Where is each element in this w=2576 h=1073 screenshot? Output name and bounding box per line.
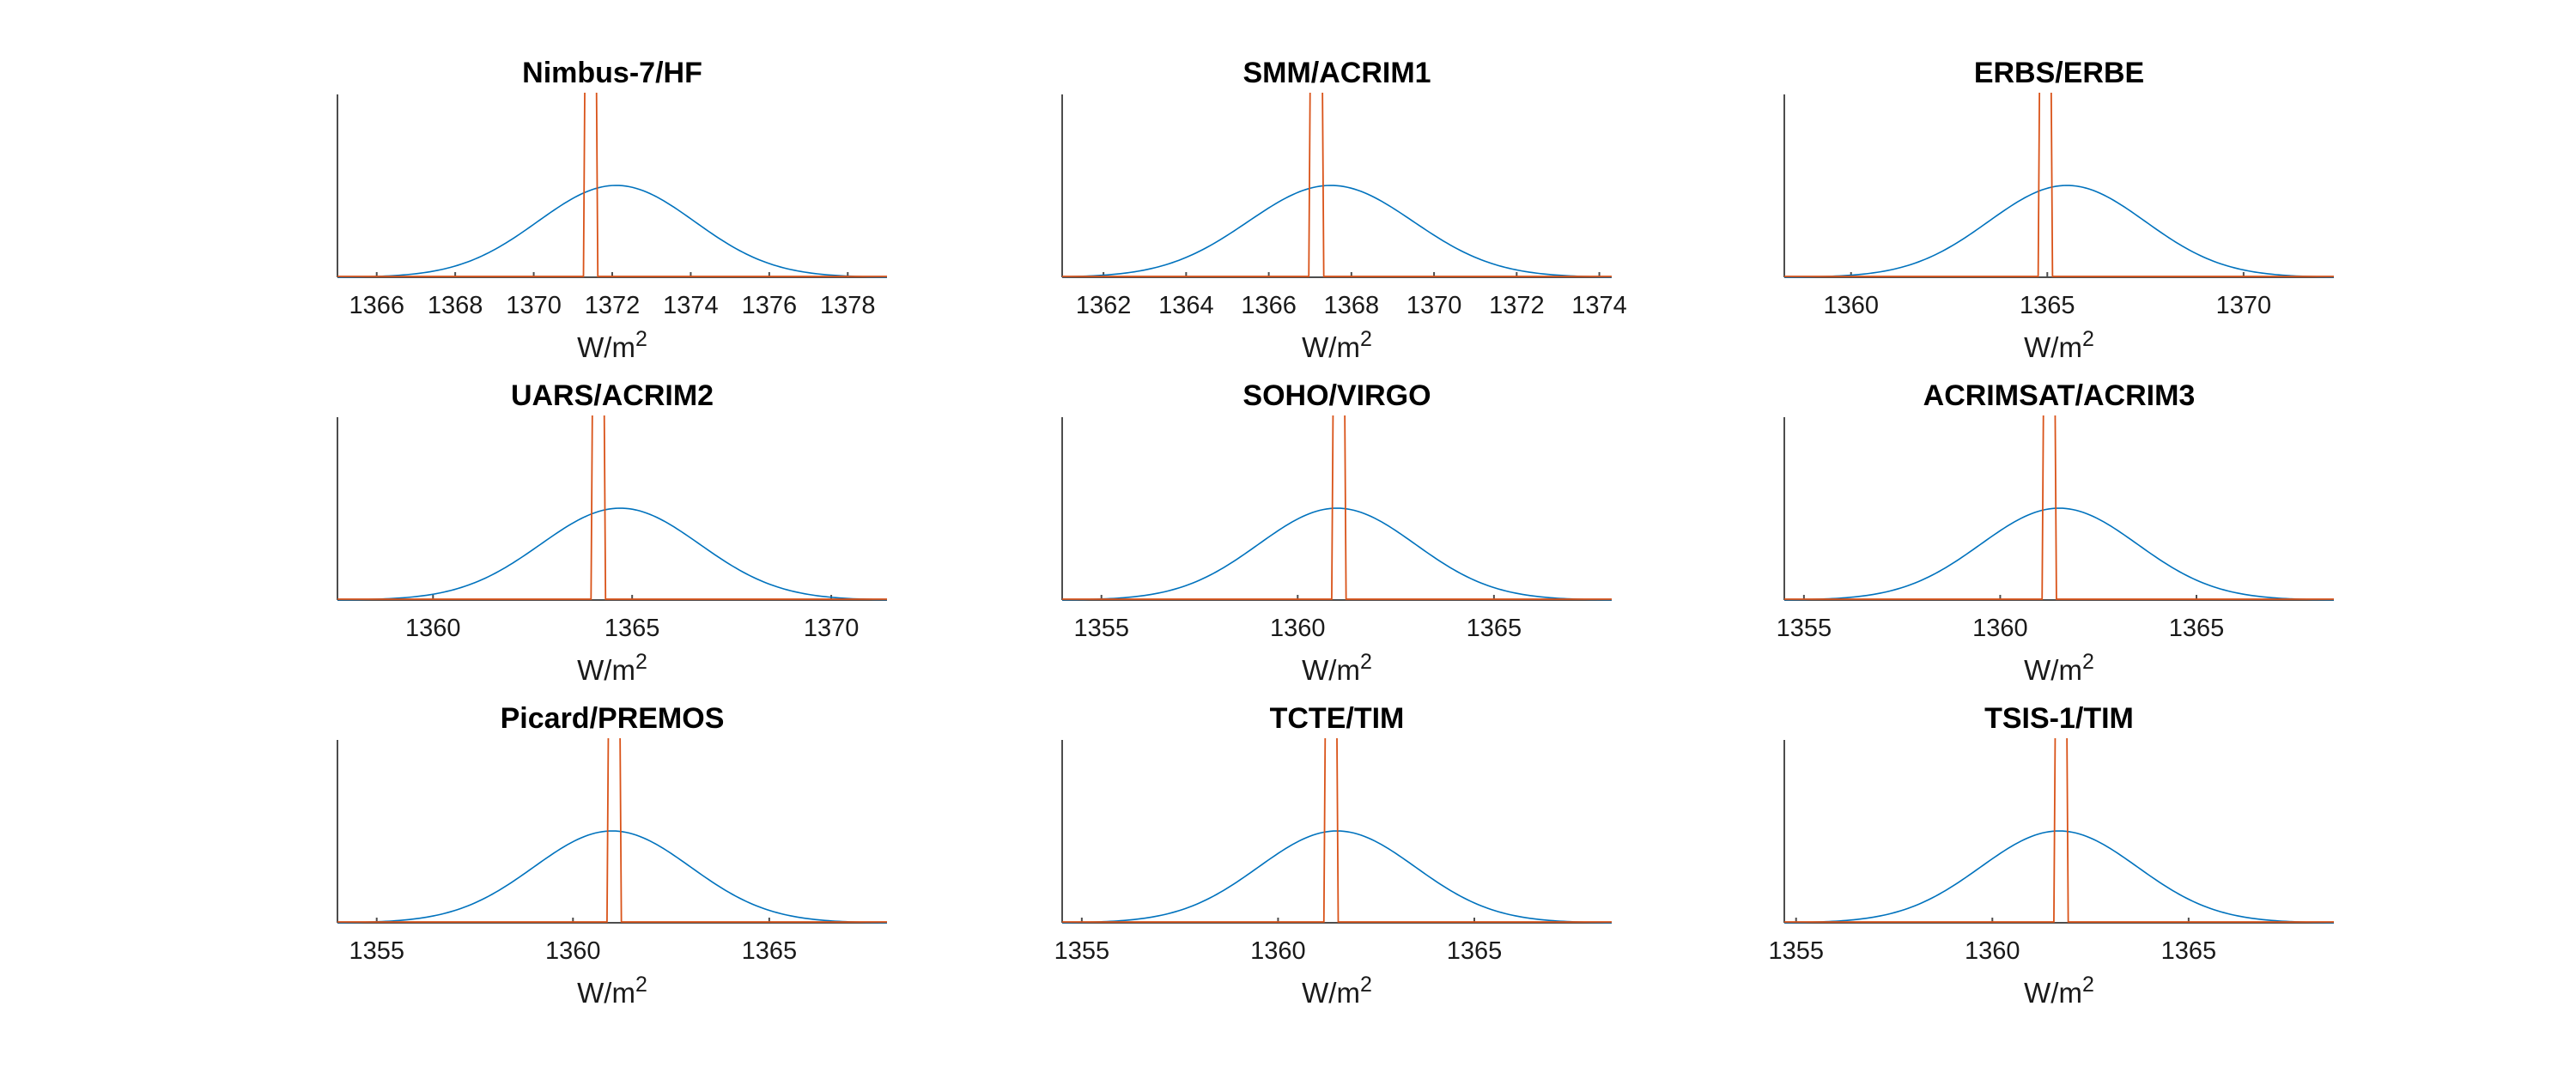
prior-distribution-curve bbox=[1783, 830, 2335, 924]
x-axis-label-base: W/m bbox=[577, 654, 635, 686]
x-tick-label: 1366 bbox=[1241, 292, 1297, 319]
x-tick-label: 1372 bbox=[585, 292, 641, 319]
x-tick-label: 1360 bbox=[405, 615, 461, 642]
x-axis-label: W/m2 bbox=[577, 327, 647, 363]
posterior-distribution-curve bbox=[1062, 415, 1612, 600]
x-axis-label-exponent: 2 bbox=[635, 973, 647, 997]
x-axis-label: W/m2 bbox=[1302, 650, 1372, 686]
x-tick-label: 1362 bbox=[1076, 292, 1132, 319]
prior-distribution-curve bbox=[337, 185, 888, 278]
x-tick-label: 1365 bbox=[2020, 292, 2075, 319]
x-axis-label: W/m2 bbox=[2024, 327, 2094, 363]
panel-soho-virgo: SOHO/VIRGO 1355 1360 1365 W/m2 bbox=[1061, 379, 1613, 686]
panel-title: Nimbus-7/HF bbox=[522, 57, 702, 89]
x-axis-label-base: W/m bbox=[577, 977, 635, 1009]
posterior-distribution-curve bbox=[337, 415, 887, 600]
posterior-distribution-curve bbox=[337, 92, 887, 277]
x-axis-label: W/m2 bbox=[1302, 327, 1372, 363]
posterior-distribution-curve bbox=[337, 737, 887, 923]
x-tick-label: 1360 bbox=[1270, 615, 1326, 642]
panel-title: ACRIMSAT/ACRIM3 bbox=[1923, 379, 2196, 412]
panel-tcte-tim: TCTE/TIM 1355 1360 1365 W/m2 bbox=[1054, 702, 1613, 1009]
x-tick-label: 1355 bbox=[349, 937, 404, 965]
prior-distribution-curve bbox=[1061, 185, 1613, 278]
x-tick-label: 1372 bbox=[1489, 292, 1545, 319]
x-tick-label: 1364 bbox=[1158, 292, 1214, 319]
panel-title: SOHO/VIRGO bbox=[1242, 379, 1431, 412]
x-axis-label: W/m2 bbox=[1302, 973, 1372, 1009]
panel-acrimsat-acrim3: ACRIMSAT/ACRIM3 1355 1360 1365 W/m2 bbox=[1777, 379, 2335, 686]
x-axis-label-base: W/m bbox=[2024, 654, 2082, 686]
x-tick-label: 1355 bbox=[1777, 615, 1832, 642]
x-tick-label: 1365 bbox=[2161, 937, 2217, 965]
panel-title: TSIS-1/TIM bbox=[1984, 702, 2134, 735]
x-tick-label: 1360 bbox=[1823, 292, 1879, 319]
x-axis-label: W/m2 bbox=[2024, 973, 2094, 1009]
x-axis-label-exponent: 2 bbox=[635, 650, 647, 674]
x-tick-label: 1378 bbox=[820, 292, 876, 319]
panel-smm-acrim1: SMM/ACRIM1 1362 1364 1366 1368 1370 1372 1374 W/… bbox=[1061, 57, 1627, 363]
x-axis-label-base: W/m bbox=[2024, 977, 2082, 1009]
x-tick-label: 1365 bbox=[2169, 615, 2225, 642]
panel-erbs-erbe: ERBS/ERBE 1360 1365 1370 W/m2 bbox=[1783, 57, 2335, 363]
x-axis-label-exponent: 2 bbox=[1360, 973, 1372, 997]
prior-distribution-curve bbox=[1783, 507, 2335, 601]
x-tick-label: 1368 bbox=[1324, 292, 1380, 319]
x-tick-label: 1355 bbox=[1054, 937, 1110, 965]
panel-tsis-1-tim: TSIS-1/TIM 1355 1360 1365 W/m2 bbox=[1768, 702, 2335, 1009]
posterior-distribution-curve bbox=[1062, 92, 1612, 277]
x-tick-label: 1360 bbox=[1250, 937, 1306, 965]
x-axis-label: W/m2 bbox=[577, 650, 647, 686]
posterior-distribution-curve bbox=[1784, 415, 2334, 600]
x-tick-label: 1360 bbox=[1965, 937, 2020, 965]
prior-distribution-curve bbox=[337, 507, 888, 601]
x-axis-label-exponent: 2 bbox=[1360, 327, 1372, 351]
panel-nimbus-7-hf: Nimbus-7/HF 1366 1368 1370 1372 1374 1376 1378 W… bbox=[337, 57, 888, 363]
x-tick-label: 1374 bbox=[1571, 292, 1627, 319]
x-axis-label: W/m2 bbox=[577, 973, 647, 1009]
x-tick-label: 1355 bbox=[1073, 615, 1129, 642]
x-axis-label-exponent: 2 bbox=[1360, 650, 1372, 674]
x-tick-label: 1360 bbox=[545, 937, 601, 965]
prior-distribution-curve bbox=[1783, 185, 2335, 278]
x-axis-label-base: W/m bbox=[1302, 331, 1360, 363]
x-tick-label: 1376 bbox=[742, 292, 798, 319]
prior-distribution-curve bbox=[337, 830, 888, 924]
x-axis-label-base: W/m bbox=[577, 331, 635, 363]
x-tick-label: 1370 bbox=[804, 615, 860, 642]
panel-title: UARS/ACRIM2 bbox=[511, 379, 714, 412]
x-axis-label-exponent: 2 bbox=[2082, 973, 2094, 997]
x-tick-label: 1365 bbox=[1467, 615, 1522, 642]
x-tick-label: 1360 bbox=[1972, 615, 2028, 642]
x-tick-label: 1365 bbox=[1447, 937, 1503, 965]
x-axis-label-exponent: 2 bbox=[2082, 650, 2094, 674]
x-axis-label-exponent: 2 bbox=[2082, 327, 2094, 351]
panel-title: Picard/PREMOS bbox=[501, 702, 725, 735]
panel-title: SMM/ACRIM1 bbox=[1242, 57, 1431, 89]
x-tick-label: 1374 bbox=[663, 292, 719, 319]
posterior-distribution-curve bbox=[1784, 92, 2334, 277]
x-axis-label-exponent: 2 bbox=[635, 327, 647, 351]
panel-uars-acrim2: UARS/ACRIM2 1360 1365 1370 W/m2 bbox=[337, 379, 888, 686]
x-tick-label: 1368 bbox=[428, 292, 483, 319]
x-tick-label: 1370 bbox=[2216, 292, 2272, 319]
posterior-distribution-curve bbox=[1784, 737, 2334, 923]
panel-title: TCTE/TIM bbox=[1270, 702, 1405, 735]
x-tick-label: 1365 bbox=[742, 937, 798, 965]
x-tick-label: 1355 bbox=[1768, 937, 1824, 965]
x-axis-label: W/m2 bbox=[2024, 650, 2094, 686]
x-tick-label: 1370 bbox=[1406, 292, 1462, 319]
x-axis-label-base: W/m bbox=[2024, 331, 2082, 363]
x-tick-label: 1370 bbox=[506, 292, 562, 319]
x-tick-label: 1365 bbox=[605, 615, 660, 642]
panel-title: ERBS/ERBE bbox=[1974, 57, 2144, 89]
x-tick-label: 1366 bbox=[349, 292, 404, 319]
x-axis-label-base: W/m bbox=[1302, 654, 1360, 686]
prior-distribution-curve bbox=[1061, 507, 1613, 601]
posterior-distribution-curve bbox=[1062, 737, 1612, 923]
x-axis-label-base: W/m bbox=[1302, 977, 1360, 1009]
panel-picard-premos: Picard/PREMOS 1355 1360 1365 W/m2 bbox=[337, 702, 888, 1009]
